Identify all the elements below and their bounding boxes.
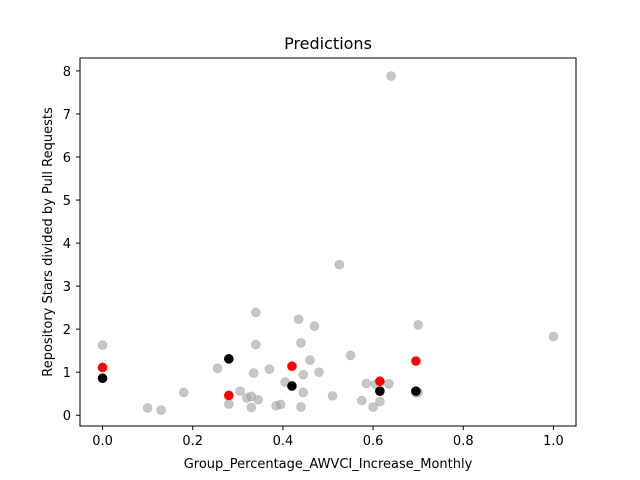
data-point <box>305 355 315 365</box>
data-point <box>178 387 189 398</box>
data-point <box>548 331 559 342</box>
data-point <box>251 339 261 350</box>
x-tick-label: 0.6 <box>363 434 384 449</box>
data-point <box>334 259 345 270</box>
y-tick-label: 6 <box>63 151 71 166</box>
data-point <box>235 386 245 396</box>
data-point <box>224 354 234 364</box>
y-tick-label: 7 <box>63 108 71 123</box>
data-point <box>275 399 286 410</box>
data-point <box>384 379 394 389</box>
y-axis-label: Repository Stars divided by Pull Request… <box>41 107 56 377</box>
chart-title: Predictions <box>284 34 372 53</box>
data-point <box>253 394 263 405</box>
data-point <box>361 378 372 389</box>
data-point <box>375 386 385 396</box>
y-tick-label: 2 <box>63 323 71 338</box>
data-point <box>413 320 423 330</box>
data-point <box>296 402 306 412</box>
data-point <box>97 340 108 350</box>
x-tick-label: 1.0 <box>543 434 564 449</box>
data-point <box>212 363 223 374</box>
y-tick-label: 3 <box>63 280 71 295</box>
x-tick-label: 0.8 <box>453 434 474 449</box>
x-tick-label: 0.0 <box>92 434 113 449</box>
data-point <box>224 399 234 409</box>
x-tick-label: 0.2 <box>182 434 203 449</box>
data-point <box>375 396 385 407</box>
data-point <box>298 369 309 380</box>
data-point <box>224 390 234 401</box>
data-point <box>296 338 306 348</box>
data-point <box>375 376 385 387</box>
y-tick-label: 0 <box>63 409 71 424</box>
plot-frame <box>79 57 577 427</box>
axes-layer: 0.0 0.2 0.4 0.6 0.8 1.0 0 1 2 3 4 5 6 7 8 <box>63 65 564 449</box>
y-tick-label: 4 <box>63 237 71 252</box>
data-point <box>411 386 421 396</box>
data-point <box>142 403 153 413</box>
x-axis-label: Group_Percentage_AWVCI_Increase_Monthly <box>184 457 473 472</box>
data-point <box>264 364 275 374</box>
data-point <box>411 356 421 366</box>
data-point <box>246 402 257 413</box>
data-point <box>386 71 396 81</box>
data-point <box>287 361 297 371</box>
data-point <box>314 367 324 377</box>
x-tick-label: 0.4 <box>273 434 294 449</box>
y-tick-label: 5 <box>63 194 71 209</box>
data-point <box>251 307 261 318</box>
data-point <box>97 373 108 384</box>
data-point <box>327 391 338 401</box>
data-point <box>357 395 367 406</box>
data-point <box>287 381 297 391</box>
y-tick-label: 1 <box>63 366 71 381</box>
y-tick-label: 8 <box>63 65 71 80</box>
data-point <box>97 362 108 373</box>
data-point <box>248 368 259 378</box>
data-point <box>345 350 356 361</box>
data-point <box>156 405 166 415</box>
points-layer <box>97 71 559 415</box>
data-point <box>293 314 304 325</box>
data-point <box>298 387 309 398</box>
data-point <box>368 402 378 412</box>
data-point <box>309 321 320 331</box>
